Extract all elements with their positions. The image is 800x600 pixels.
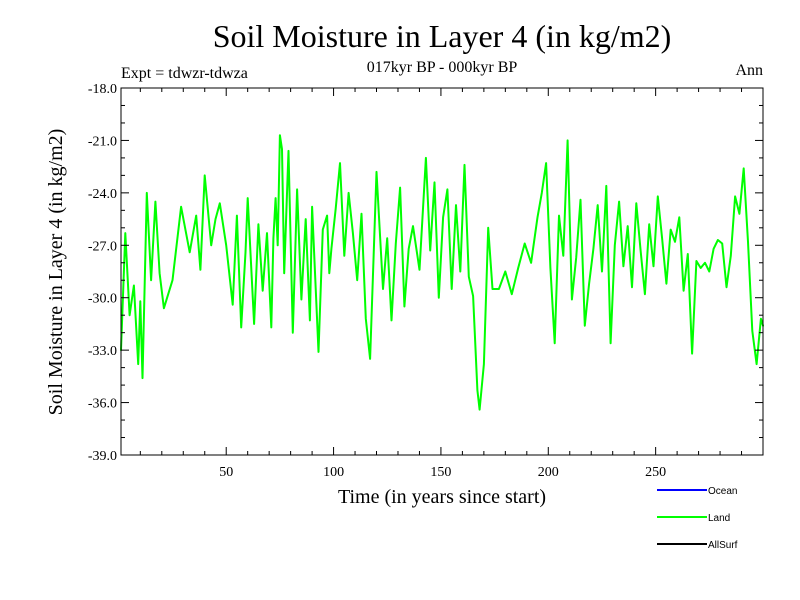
y-tick-label: -24.0 [88, 187, 117, 202]
y-tick-label: -18.0 [88, 82, 117, 97]
x-tick-label: 250 [645, 465, 666, 480]
legend-label-land: Land [708, 513, 730, 524]
plot-area: -39.0 -36.0 -33.0 -30.0 -27.0 -24.0 -21.0 -18.0… [88, 82, 764, 480]
y-tick-label: -39.0 [88, 449, 117, 464]
x-tick-label: 100 [323, 465, 344, 480]
x-tick-label: 50 [219, 465, 233, 480]
legend: Ocean Land AllSurf [657, 486, 738, 551]
y-tick-label: -27.0 [88, 239, 117, 254]
chart-subtitle: 017kyr BP - 000kyr BP [367, 59, 518, 76]
x-axis-label: Time (in years since start) [338, 486, 546, 508]
chart-title: Soil Moisture in Layer 4 (in kg/m2) [213, 18, 672, 54]
legend-label-allsurf: AllSurf [708, 540, 738, 551]
y-tick-label: -36.0 [88, 397, 117, 412]
y-tick-label: -30.0 [88, 292, 117, 307]
plot-frame [120, 87, 764, 456]
y-tick-label: -21.0 [88, 134, 117, 149]
y-tick-label: -33.0 [88, 344, 117, 359]
y-axis-label: Soil Moisture in Layer 4 (in kg/m2) [45, 129, 67, 416]
legend-label-ocean: Ocean [708, 486, 737, 497]
x-tick-label: 200 [538, 465, 559, 480]
x-tick-label: 150 [430, 465, 451, 480]
experiment-label: Expt = tdwzr-tdwza [121, 65, 248, 82]
series-line-land [120, 134, 764, 411]
season-label: Ann [735, 62, 763, 79]
